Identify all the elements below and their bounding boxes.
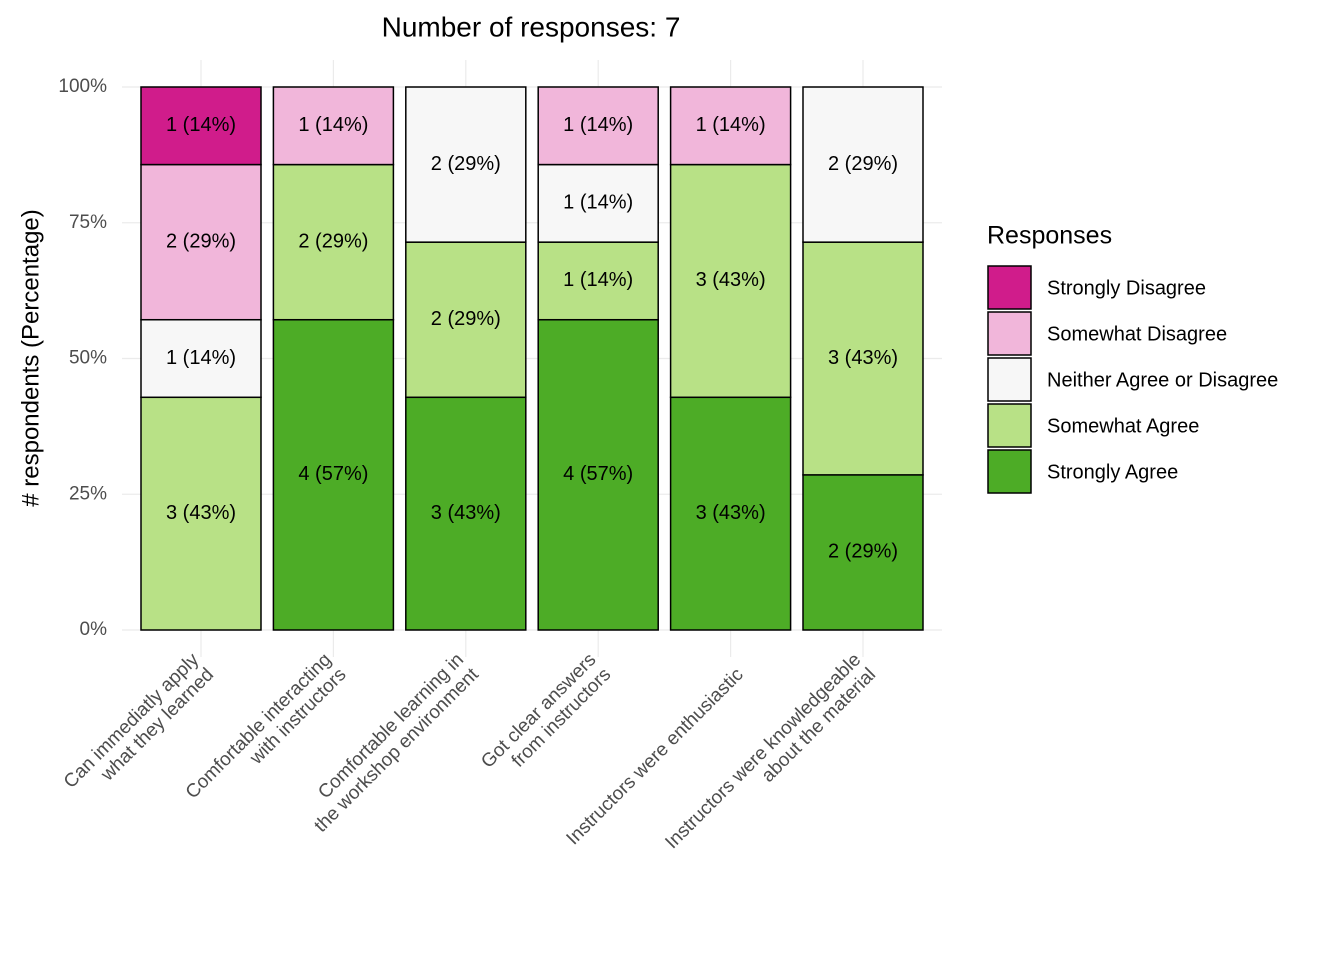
bar-segment (669, 396, 792, 631)
legend-label: Somewhat Agree (1047, 415, 1199, 437)
data-label: 1 (14%) (166, 114, 236, 136)
data-label: 3 (43%) (696, 269, 766, 291)
legend-label: Somewhat Disagree (1047, 323, 1227, 345)
bar-segment (537, 163, 659, 243)
legend-swatch (987, 265, 1032, 310)
data-label: 3 (43%) (696, 502, 766, 524)
x-tick-label: Got clear answersfrom instructors (477, 649, 615, 787)
bar-segment (140, 163, 262, 321)
bar-segment (802, 241, 924, 476)
legend-label: Strongly Disagree (1047, 277, 1206, 299)
y-tick-label: 25% (69, 483, 107, 504)
data-label: 3 (43%) (431, 502, 501, 524)
data-label: 1 (14%) (563, 114, 633, 136)
bar-segment (140, 318, 262, 399)
bar-segment (272, 86, 395, 166)
data-label: 2 (29%) (431, 308, 501, 330)
x-tick-label: Instructors were knowledgeableabout the … (661, 649, 880, 868)
y-tick-label: 50% (69, 348, 107, 369)
bar-segment (405, 241, 527, 399)
x-tick-label-line: Can immediatly apply (60, 649, 204, 793)
data-label: 1 (14%) (166, 347, 236, 369)
bar-segment (140, 396, 262, 631)
bar-segment (669, 163, 792, 399)
bar-segment (272, 318, 395, 631)
bar-segment (537, 318, 659, 631)
data-label: 2 (29%) (431, 153, 501, 175)
data-label: 2 (29%) (828, 153, 898, 175)
bar-segment (669, 86, 792, 166)
y-tick-label: 75% (69, 212, 107, 233)
bar-segment (802, 86, 924, 243)
y-tick-label: 100% (58, 76, 107, 97)
bar-segment (405, 396, 527, 631)
bar-segment (405, 86, 527, 243)
legend-swatch (987, 449, 1032, 494)
y-tick-label: 0% (80, 619, 108, 640)
data-label: 4 (57%) (563, 463, 633, 485)
data-label: 1 (14%) (563, 192, 633, 214)
data-label: 2 (29%) (298, 230, 368, 252)
data-label: 1 (14%) (696, 114, 766, 136)
legend-label: Strongly Agree (1047, 461, 1178, 483)
bar-segment (537, 86, 659, 166)
data-label: 3 (43%) (828, 347, 898, 369)
y-axis-title: # respondents (Percentage) (17, 209, 44, 507)
bar-segment (802, 474, 924, 631)
bar-segment (272, 163, 395, 321)
bar-segment (537, 241, 659, 321)
legend-label: Neither Agree or Disagree (1047, 369, 1278, 391)
legend-swatch (987, 357, 1032, 402)
bar-segment (140, 86, 262, 166)
data-label: 2 (29%) (166, 230, 236, 252)
legend-swatch (987, 311, 1032, 356)
legend-title: Responses (987, 222, 1112, 250)
chart-title: Number of responses: 7 (382, 11, 681, 42)
legend-swatch (987, 403, 1032, 448)
data-label: 1 (14%) (298, 114, 368, 136)
data-label: 4 (57%) (298, 463, 368, 485)
x-tick-label-line: Instructors were knowledgeable (661, 649, 865, 853)
data-label: 1 (14%) (563, 269, 633, 291)
data-label: 3 (43%) (166, 502, 236, 524)
data-label: 2 (29%) (828, 541, 898, 563)
